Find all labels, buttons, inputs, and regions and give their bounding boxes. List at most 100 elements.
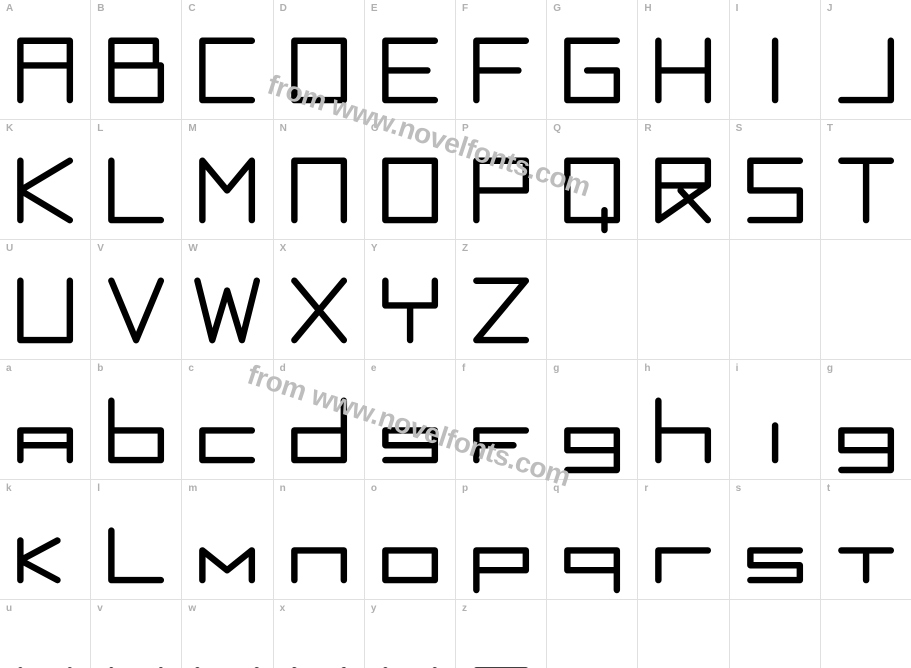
- glyph-wrap: [553, 134, 631, 235]
- key-label: Y: [371, 244, 378, 254]
- glyph-wrap: [644, 374, 722, 475]
- glyph-wrap: [827, 134, 905, 235]
- glyph-o_lower: [373, 496, 447, 595]
- glyph-wrap: [736, 14, 814, 115]
- key-label: K: [6, 124, 13, 134]
- glyph-wrap: [827, 374, 905, 475]
- key-label: x: [280, 604, 286, 614]
- glyph-wrap: [188, 614, 266, 668]
- glyph-wrap: [371, 374, 449, 475]
- glyph-wrap: [644, 134, 722, 235]
- glyph-g_lower: [829, 376, 903, 475]
- glyph-p_lower: [464, 496, 538, 595]
- glyph-wrap: [644, 244, 722, 355]
- cell-o: o: [364, 480, 455, 599]
- glyph-c_lower: [190, 376, 264, 475]
- glyph-J_upper: [829, 16, 903, 115]
- glyph-a_lower: [8, 376, 82, 475]
- glyph-wrap: [827, 494, 905, 595]
- cell-c: c: [181, 360, 272, 479]
- key-label: o: [371, 484, 377, 494]
- key-label: N: [280, 124, 287, 134]
- glyph-r_lower: [646, 496, 720, 595]
- glyph-B_upper: [99, 16, 173, 115]
- glyph-wrap: [462, 254, 540, 355]
- key-label: X: [280, 244, 287, 254]
- glyph-l_lower: [99, 496, 173, 595]
- cell-B: B: [90, 0, 181, 119]
- glyph-wrap: [280, 254, 358, 355]
- cell-r: r: [637, 480, 728, 599]
- glyph-K_upper: [8, 136, 82, 235]
- glyph-t_lower: [829, 496, 903, 595]
- cell-k: k: [0, 480, 90, 599]
- key-label: M: [188, 124, 196, 134]
- key-label: P: [462, 124, 469, 134]
- glyph-u_lower: [8, 616, 82, 668]
- key-label: n: [280, 484, 286, 494]
- glyph-N_upper: [282, 136, 356, 235]
- cell-v: v: [90, 600, 181, 668]
- cell-V: V: [90, 240, 181, 359]
- glyph-wrap: [6, 614, 84, 668]
- key-label: s: [736, 484, 742, 494]
- glyph-wrap: [188, 254, 266, 355]
- key-label: l: [97, 484, 100, 494]
- glyph-wrap: [736, 374, 814, 475]
- glyph-wrap: [462, 494, 540, 595]
- cell-Q: Q: [546, 120, 637, 239]
- cell-e: e: [364, 360, 455, 479]
- key-label: y: [371, 604, 377, 614]
- cell-M: M: [181, 120, 272, 239]
- cell-C: C: [181, 0, 272, 119]
- glyph-k_lower: [8, 496, 82, 595]
- cell-p: p: [455, 480, 546, 599]
- key-label: g: [827, 364, 833, 374]
- glyph-m_lower: [190, 496, 264, 595]
- glyph-wrap: [6, 254, 84, 355]
- glyph-F_upper: [464, 16, 538, 115]
- cell-Y: Y: [364, 240, 455, 359]
- row-lowercase-3: uvwxyz: [0, 599, 911, 668]
- cell-A: A: [0, 0, 90, 119]
- cell-l: l: [90, 480, 181, 599]
- cell-empty-6: [637, 600, 728, 668]
- cell-g: g: [546, 360, 637, 479]
- cell-I: I: [729, 0, 820, 119]
- key-label: C: [188, 4, 195, 14]
- cell-S: S: [729, 120, 820, 239]
- cell-n: n: [273, 480, 364, 599]
- key-label: e: [371, 364, 377, 374]
- key-label: V: [97, 244, 104, 254]
- glyph-G_upper: [555, 16, 629, 115]
- cell-K: K: [0, 120, 90, 239]
- glyph-f_lower: [464, 376, 538, 475]
- cell-L: L: [90, 120, 181, 239]
- glyph-wrap: [97, 614, 175, 668]
- glyph-h_lower: [646, 376, 720, 475]
- cell-N: N: [273, 120, 364, 239]
- glyph-wrap: [6, 494, 84, 595]
- key-label: A: [6, 4, 13, 14]
- glyph-i_lower: [738, 376, 812, 475]
- glyph-wrap: [280, 374, 358, 475]
- glyph-w_lower: [190, 616, 264, 668]
- key-label: Z: [462, 244, 468, 254]
- glyph-wrap: [736, 604, 814, 668]
- cell-empty-2: [637, 240, 728, 359]
- key-label: f: [462, 364, 465, 374]
- row-lowercase-2: klmnopqrst: [0, 479, 911, 599]
- glyph-wrap: [553, 604, 631, 668]
- glyph-R_upper: [646, 136, 720, 235]
- cell-E: E: [364, 0, 455, 119]
- key-label: W: [188, 244, 197, 254]
- glyph-S_upper: [738, 136, 812, 235]
- cell-f: f: [455, 360, 546, 479]
- glyph-wrap: [280, 14, 358, 115]
- glyph-D_upper: [282, 16, 356, 115]
- cell-q: q: [546, 480, 637, 599]
- glyph-wrap: [371, 614, 449, 668]
- cell-g2: g: [820, 360, 911, 479]
- glyph-M_upper: [190, 136, 264, 235]
- glyph-wrap: [462, 14, 540, 115]
